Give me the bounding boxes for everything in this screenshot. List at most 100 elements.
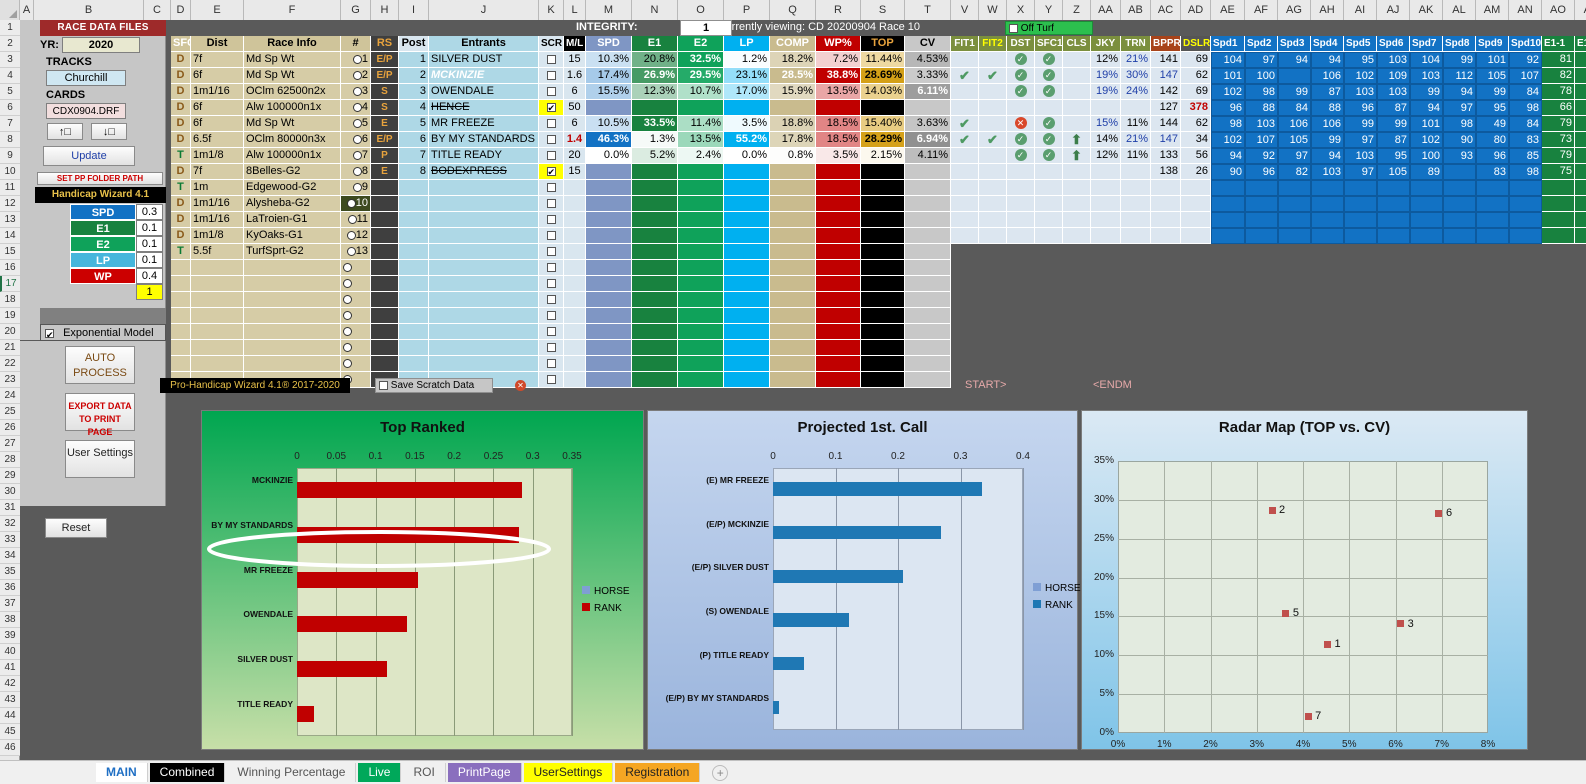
scratch-checkbox[interactable]	[546, 326, 556, 336]
race-sfc[interactable]: D	[171, 68, 191, 84]
row-header-24[interactable]: 24	[0, 388, 20, 404]
entrant-name[interactable]: SILVER DUST	[429, 52, 539, 68]
row-header-27[interactable]: 27	[0, 436, 20, 452]
user-settings-button[interactable]: User Settings	[65, 440, 135, 478]
race-dist[interactable]: 1m	[191, 180, 244, 196]
cell-empty[interactable]	[539, 340, 564, 356]
race-empty[interactable]	[341, 308, 371, 324]
entrant-name[interactable]: BODEXPRESS	[429, 164, 539, 180]
column-header-a[interactable]: A	[20, 0, 34, 20]
race-sfc[interactable]: D	[171, 228, 191, 244]
exponential-model-checkbox[interactable]	[45, 327, 54, 343]
scratch-checkbox[interactable]	[546, 70, 556, 80]
row-header-18[interactable]: 18	[0, 292, 20, 308]
race-empty[interactable]	[341, 276, 371, 292]
scratch-checkbox[interactable]	[546, 358, 556, 368]
cell-empty[interactable]	[539, 292, 564, 308]
race-sfc[interactable]: D	[171, 84, 191, 100]
race-dist[interactable]: 7f	[191, 52, 244, 68]
column-header-p[interactable]: P	[724, 0, 770, 20]
row-header-38[interactable]: 38	[0, 612, 20, 628]
row-header-30[interactable]: 30	[0, 484, 20, 500]
update-button[interactable]: Update	[43, 146, 135, 166]
race-dist[interactable]: 6f	[191, 116, 244, 132]
race-dist[interactable]: 1m1/8	[191, 148, 244, 164]
race-row-4[interactable]: 4	[341, 100, 371, 116]
weight-value-e2[interactable]: 0.1	[136, 236, 163, 252]
scratch-checkbox[interactable]	[546, 86, 556, 96]
race-dist[interactable]: 1m1/16	[191, 84, 244, 100]
entrant-scr[interactable]	[539, 100, 564, 116]
sheet-tab-usersettings[interactable]: UserSettings	[523, 763, 614, 782]
cell-empty[interactable]	[539, 244, 564, 260]
row-header-11[interactable]: 11	[0, 180, 20, 196]
scratch-checkbox[interactable]	[546, 278, 556, 288]
entrant-scr[interactable]	[539, 148, 564, 164]
race-dist[interactable]: 6f	[191, 100, 244, 116]
race-dist[interactable]: 6f	[191, 68, 244, 84]
race-row-2[interactable]: 2	[341, 68, 371, 84]
column-header-ab[interactable]: AB	[1121, 0, 1151, 20]
entrant-scr[interactable]	[539, 84, 564, 100]
row-header-40[interactable]: 40	[0, 644, 20, 660]
clear-scratch-icon[interactable]: ✕	[515, 380, 526, 391]
race-row-10[interactable]: 10	[341, 196, 371, 212]
column-header-af[interactable]: AF	[1245, 0, 1278, 20]
column-header-ao[interactable]: AO	[1542, 0, 1575, 20]
race-dist[interactable]: 7f	[191, 164, 244, 180]
cell-empty[interactable]	[539, 212, 564, 228]
sheet-tab-winning-percentage[interactable]: Winning Percentage	[227, 763, 357, 782]
column-header-n[interactable]: N	[632, 0, 678, 20]
track-value[interactable]: Churchill	[46, 70, 126, 86]
row-header-32[interactable]: 32	[0, 516, 20, 532]
column-header-k[interactable]: K	[539, 0, 564, 20]
race-radio[interactable]	[352, 182, 362, 192]
race-dist[interactable]: 6.5f	[191, 132, 244, 148]
race-radio[interactable]	[346, 198, 356, 208]
race-empty[interactable]	[341, 324, 371, 340]
race-radio[interactable]	[343, 326, 352, 336]
reset-button[interactable]: Reset	[45, 518, 107, 538]
race-sfc[interactable]: D	[171, 196, 191, 212]
race-info[interactable]: KyOaks-G1	[244, 228, 341, 244]
race-info[interactable]: 8Belles-G2	[244, 164, 341, 180]
sheet-tab-printpage[interactable]: PrintPage	[447, 763, 522, 782]
race-row-6[interactable]: 6	[341, 132, 371, 148]
column-header-al[interactable]: AL	[1443, 0, 1476, 20]
column-header-m[interactable]: M	[586, 0, 632, 20]
race-info[interactable]: Md Sp Wt	[244, 116, 341, 132]
column-header-v[interactable]: V	[951, 0, 979, 20]
save-scratch-toggle[interactable]: Save Scratch Data	[375, 378, 493, 393]
race-radio[interactable]	[352, 150, 362, 160]
column-header-q[interactable]: Q	[770, 0, 816, 20]
column-header-g[interactable]: G	[341, 0, 371, 20]
column-header-ah[interactable]: AH	[1311, 0, 1344, 20]
scratch-checkbox[interactable]	[546, 198, 556, 208]
scratch-checkbox[interactable]	[546, 262, 556, 272]
row-header-28[interactable]: 28	[0, 452, 20, 468]
export-data-button[interactable]: EXPORT DATA TO PRINT PAGE	[65, 393, 135, 437]
weight-value-e1[interactable]: 0.1	[136, 220, 163, 236]
race-radio[interactable]	[352, 70, 362, 80]
weight-value-spd[interactable]: 0.3	[136, 204, 163, 220]
column-header-an[interactable]: AN	[1509, 0, 1542, 20]
row-header-44[interactable]: 44	[0, 708, 20, 724]
scratch-checkbox[interactable]	[546, 182, 556, 192]
row-header-23[interactable]: 23	[0, 372, 20, 388]
race-empty[interactable]	[341, 356, 371, 372]
row-header-4[interactable]: 4	[0, 68, 20, 84]
save-scratch-checkbox[interactable]	[379, 380, 388, 390]
race-radio[interactable]	[352, 102, 362, 112]
chart-radar-map[interactable]: Radar Map (TOP vs. CV) 2 6 5 3 1 7 0% 5% 10% 15%…	[1081, 410, 1528, 750]
column-header-ag[interactable]: AG	[1278, 0, 1311, 20]
scratch-checkbox[interactable]	[546, 150, 556, 160]
add-sheet-icon[interactable]: +	[712, 764, 729, 781]
move-up-button[interactable]: ↑□	[47, 123, 83, 140]
column-header-f[interactable]: F	[244, 0, 341, 20]
column-header-h[interactable]: H	[371, 0, 399, 20]
race-info[interactable]: LaTroien-G1	[244, 212, 341, 228]
race-row-8[interactable]: 8	[341, 164, 371, 180]
column-header-x[interactable]: X	[1007, 0, 1035, 20]
row-header-12[interactable]: 12	[0, 196, 20, 212]
column-header-am[interactable]: AM	[1476, 0, 1509, 20]
